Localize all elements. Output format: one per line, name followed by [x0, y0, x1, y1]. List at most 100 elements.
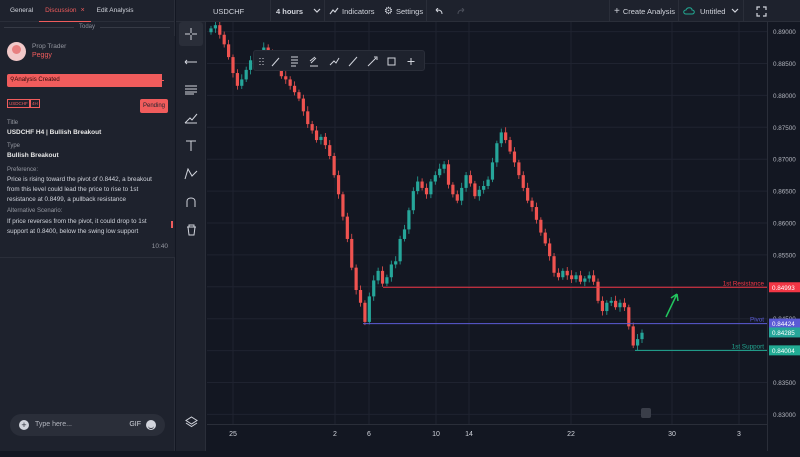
interval-select[interactable]: 4 hours — [276, 0, 303, 22]
candle — [460, 187, 464, 201]
candle — [636, 339, 640, 346]
indicators-button[interactable]: Indicators — [329, 0, 375, 22]
drag-handle-icon[interactable] — [259, 58, 264, 65]
ray-icon[interactable] — [367, 56, 378, 67]
y-tick-label: 0.83500 — [773, 380, 796, 387]
candle — [363, 302, 367, 322]
candle — [380, 270, 385, 284]
tab-general[interactable]: General — [4, 0, 39, 22]
create-analysis-button[interactable]: + Create Analysis — [614, 0, 675, 22]
candle — [508, 140, 512, 152]
candle — [394, 261, 398, 265]
channel-tool[interactable] — [179, 78, 203, 102]
last-price-label: 0.84285 — [772, 330, 795, 337]
candle — [574, 275, 578, 280]
path-tool[interactable] — [179, 162, 203, 186]
price-axis[interactable]: 0.89000 0.88500 0.88000 0.87500 0.87000 0.865… — [767, 22, 800, 451]
candle — [358, 290, 363, 303]
analysis-created-banner: ⚲Analysis Created — [7, 74, 164, 87]
candle — [504, 132, 508, 141]
level-price-tag-1 — [769, 282, 800, 293]
line-tool[interactable] — [179, 50, 203, 74]
gif-button[interactable]: GIF — [129, 421, 141, 428]
emoji-icon[interactable] — [146, 420, 156, 430]
settings-label: Settings — [395, 6, 424, 16]
candle — [429, 181, 433, 195]
chevron-down-icon[interactable] — [313, 0, 321, 22]
y-tick-label: 0.87500 — [773, 125, 796, 132]
drawing-toolbar — [253, 50, 425, 71]
candle — [301, 98, 305, 112]
candle — [226, 44, 231, 58]
text-tool[interactable] — [179, 134, 203, 158]
candle — [385, 277, 389, 284]
x-tick-label: 2 — [333, 431, 337, 438]
level-label-2: Pivot — [750, 317, 764, 324]
tab-discussion[interactable]: Discussion × — [39, 0, 91, 22]
time-axis[interactable]: 25 2 6 10 14 22 30 3 — [207, 424, 767, 451]
price-chart[interactable]: 1st Resistance Pivot 1st Support — [207, 20, 767, 424]
x-tick-label: 14 — [465, 431, 473, 438]
pattern-tool[interactable] — [179, 106, 203, 130]
chart-toolbar: USDCHF 4 hours Indicators ⚙ Settings + Cre… — [176, 0, 800, 22]
level-label-3: 1st Support — [732, 343, 764, 350]
settings-button[interactable]: ⚙ Settings — [384, 0, 423, 22]
candle — [411, 191, 415, 211]
fullscreen-icon — [756, 5, 767, 17]
candle — [539, 219, 543, 233]
undo-icon — [435, 7, 443, 14]
candle — [244, 69, 248, 80]
candle — [482, 185, 486, 190]
last-price-tag — [769, 327, 800, 338]
candle — [565, 270, 569, 276]
layout-button[interactable]: Untitled — [683, 0, 739, 22]
y-tick-label: 0.89000 — [773, 29, 796, 36]
nodes-icon — [184, 168, 198, 180]
close-icon[interactable]: × — [80, 6, 85, 14]
lines-icon[interactable] — [291, 56, 298, 67]
candle — [490, 162, 495, 180]
candle — [622, 302, 627, 308]
delete-tool[interactable] — [179, 218, 203, 242]
candle — [614, 300, 618, 308]
pencil-trend-icon — [184, 113, 198, 124]
magnet-tool[interactable] — [179, 190, 203, 214]
rectangle-icon[interactable] — [387, 57, 396, 66]
tab-edit-analysis[interactable]: Edit Analysis — [91, 0, 140, 22]
candle — [631, 326, 635, 346]
fullscreen-button[interactable] — [756, 0, 767, 22]
level-price-label-1: 0.84993 — [772, 285, 795, 292]
channel-icon[interactable] — [309, 56, 318, 67]
symbol-button[interactable]: USDCHF — [213, 0, 244, 22]
user-name[interactable]: Peggy — [32, 52, 52, 59]
undo-button[interactable] — [434, 0, 443, 22]
brush-icon[interactable] — [271, 57, 280, 67]
candle — [627, 307, 631, 327]
trendline-icon[interactable] — [348, 56, 358, 67]
preference-text: Price is rising toward the pivot of 0.84… — [7, 176, 152, 203]
candle — [455, 194, 459, 201]
message-input[interactable]: Type here... — [35, 421, 72, 428]
plus-icon[interactable]: + — [19, 420, 29, 430]
pattern-icon[interactable] — [329, 57, 340, 66]
candle — [372, 280, 376, 297]
candle — [592, 275, 596, 282]
candle — [517, 162, 521, 176]
chart-canvas[interactable]: 1st Resistance Pivot 1st Support — [207, 20, 767, 424]
candle — [512, 151, 517, 163]
candle — [288, 79, 292, 86]
crosshair-tool[interactable] — [179, 22, 203, 46]
level-price-tag-2 — [769, 318, 800, 329]
panel-resize-handle[interactable] — [171, 221, 173, 228]
layers-tool[interactable] — [179, 410, 203, 434]
alt-scenario-label: Alternative Scenario: — [7, 208, 63, 214]
x-tick-label: 3 — [737, 431, 741, 438]
redo-icon — [457, 7, 465, 14]
redo-button[interactable] — [457, 0, 466, 22]
chevron-down-icon — [732, 8, 739, 13]
alt-scenario-text: If price reverses from the pivot, it cou… — [7, 218, 147, 235]
candle — [473, 183, 477, 197]
candle — [319, 136, 323, 141]
cursor-icon[interactable] — [407, 58, 415, 65]
candle — [248, 60, 253, 70]
